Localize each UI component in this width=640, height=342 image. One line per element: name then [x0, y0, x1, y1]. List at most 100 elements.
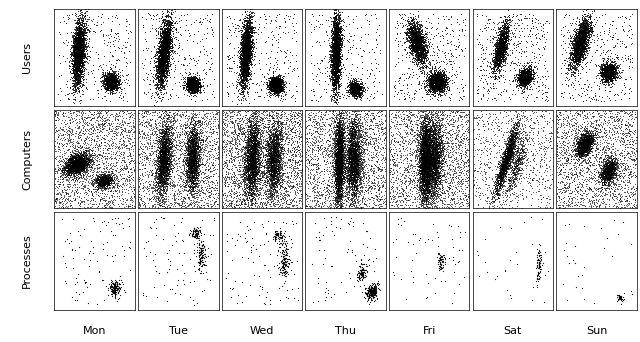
Point: [433, 146, 444, 152]
Point: [328, 70, 339, 75]
Point: [574, 39, 584, 45]
Point: [351, 146, 362, 151]
Point: [602, 196, 612, 202]
Point: [331, 182, 341, 188]
Point: [344, 156, 354, 161]
Point: [248, 137, 258, 143]
Point: [184, 137, 194, 143]
Point: [436, 162, 446, 167]
Point: [577, 37, 588, 43]
Point: [416, 186, 426, 192]
Point: [356, 138, 367, 144]
Point: [179, 85, 189, 91]
Point: [387, 183, 397, 188]
Point: [523, 68, 533, 73]
Point: [193, 179, 204, 184]
Point: [241, 38, 251, 44]
Point: [531, 41, 541, 47]
Point: [243, 161, 253, 167]
Point: [103, 76, 113, 82]
Point: [74, 59, 84, 64]
Point: [349, 152, 359, 158]
Point: [360, 175, 371, 181]
Point: [605, 63, 616, 69]
Point: [241, 52, 251, 58]
Point: [187, 79, 197, 84]
Point: [244, 46, 254, 51]
Point: [97, 171, 108, 177]
Point: [331, 34, 341, 39]
Point: [184, 174, 194, 180]
Point: [344, 152, 355, 157]
Point: [198, 83, 208, 89]
Point: [186, 179, 196, 184]
Point: [240, 56, 250, 62]
Point: [352, 159, 362, 164]
Point: [192, 127, 202, 132]
Point: [326, 149, 337, 154]
Point: [268, 79, 278, 84]
Point: [500, 172, 511, 177]
Point: [163, 170, 173, 175]
Point: [204, 254, 214, 259]
Point: [268, 78, 278, 84]
Point: [575, 51, 586, 57]
Point: [332, 29, 342, 35]
Point: [190, 80, 200, 86]
Point: [269, 100, 280, 105]
Point: [67, 162, 77, 167]
Point: [352, 148, 362, 154]
Point: [326, 29, 336, 35]
Point: [398, 117, 408, 122]
Point: [415, 147, 426, 153]
Point: [516, 46, 527, 52]
Point: [332, 161, 342, 167]
Point: [253, 144, 263, 150]
Point: [143, 120, 153, 126]
Point: [494, 49, 504, 54]
Point: [331, 20, 341, 26]
Point: [333, 167, 343, 172]
Point: [161, 48, 171, 53]
Point: [267, 41, 277, 47]
Point: [249, 220, 259, 225]
Point: [349, 190, 359, 196]
Point: [71, 114, 81, 119]
Point: [248, 159, 259, 165]
Point: [442, 113, 452, 118]
Point: [351, 160, 361, 165]
Point: [577, 19, 588, 24]
Point: [86, 141, 96, 147]
Point: [332, 170, 342, 176]
Point: [58, 124, 68, 130]
Point: [431, 168, 442, 174]
Point: [346, 127, 356, 132]
Point: [573, 51, 583, 56]
Point: [333, 176, 344, 182]
Point: [333, 141, 344, 147]
Point: [603, 172, 613, 177]
Point: [500, 161, 511, 167]
Point: [564, 182, 574, 188]
Point: [493, 62, 503, 67]
Point: [425, 134, 435, 140]
Point: [624, 141, 634, 146]
Point: [433, 46, 444, 52]
Point: [272, 132, 282, 137]
Point: [72, 70, 82, 75]
Point: [431, 88, 442, 93]
Point: [427, 120, 437, 126]
Point: [224, 146, 234, 151]
Point: [353, 149, 363, 155]
Point: [184, 124, 194, 130]
Point: [75, 129, 85, 134]
Point: [273, 168, 283, 173]
Point: [484, 205, 494, 210]
Point: [275, 85, 285, 91]
Point: [187, 86, 197, 91]
Point: [241, 163, 251, 169]
Point: [247, 152, 257, 157]
Point: [243, 170, 253, 175]
Point: [498, 154, 508, 160]
Point: [244, 159, 255, 165]
